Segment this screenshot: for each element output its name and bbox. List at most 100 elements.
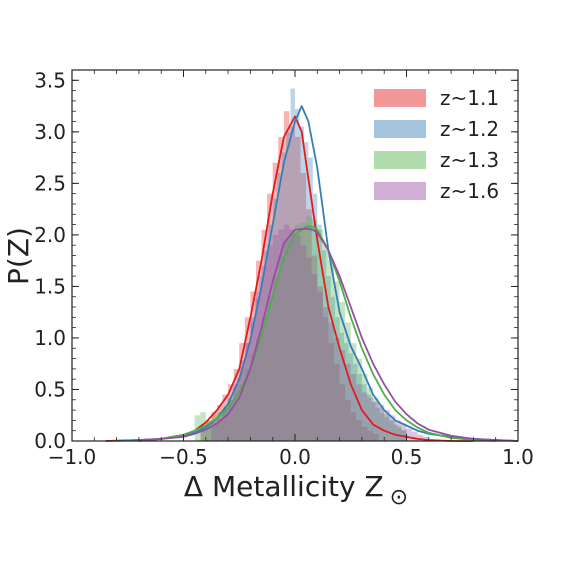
histogram-bar bbox=[211, 422, 217, 441]
histogram-bar bbox=[326, 276, 331, 441]
histogram-bar bbox=[255, 337, 262, 441]
histogram-bar bbox=[300, 173, 307, 442]
histogram-bar bbox=[317, 286, 323, 441]
y-tick-label: 1.0 bbox=[34, 326, 66, 350]
histogram-bar bbox=[393, 424, 398, 441]
histogram-bar bbox=[295, 224, 301, 441]
histogram-bar bbox=[222, 410, 229, 441]
histogram-bar bbox=[367, 397, 374, 441]
histogram-bar bbox=[300, 222, 307, 441]
x-axis-title-symbol: ⊙ bbox=[390, 485, 408, 510]
y-tick-label: 3.0 bbox=[34, 120, 66, 144]
histogram-bar bbox=[395, 420, 401, 441]
histogram-bar bbox=[311, 274, 318, 441]
legend-item-z-1-6: z~1.6 bbox=[374, 179, 499, 203]
y-axis-title: P(Z) bbox=[2, 227, 35, 285]
histogram-bar bbox=[289, 229, 295, 441]
histogram-bar bbox=[389, 415, 396, 441]
histogram-bar bbox=[400, 424, 407, 441]
histogram-bar bbox=[232, 387, 238, 441]
histogram-bar bbox=[289, 126, 295, 442]
histogram-bar bbox=[306, 209, 312, 441]
histogram-bar bbox=[345, 363, 351, 441]
histogram-bar bbox=[330, 296, 336, 441]
histogram-bar bbox=[344, 343, 349, 441]
histogram-bar bbox=[250, 317, 256, 441]
histogram-bar bbox=[373, 433, 379, 441]
histogram-bar bbox=[378, 406, 385, 441]
x-axis-title-text: Δ Metallicity Z bbox=[184, 470, 384, 503]
histogram-bar bbox=[350, 374, 357, 441]
histogram-bar bbox=[308, 157, 313, 441]
histogram-bar bbox=[283, 111, 290, 441]
legend-label: z~1.6 bbox=[440, 179, 499, 203]
legend-swatch bbox=[374, 182, 426, 200]
histogram-bar bbox=[239, 366, 245, 441]
histogram-bar bbox=[205, 420, 212, 441]
histogram-bar bbox=[278, 229, 284, 441]
histogram-bar bbox=[356, 358, 362, 441]
histogram-bar bbox=[233, 368, 240, 441]
y-tick-label: 3.5 bbox=[34, 68, 66, 92]
legend-label: z~1.2 bbox=[440, 117, 499, 141]
histogram-z-1-1 bbox=[200, 111, 379, 442]
histogram-bar bbox=[278, 136, 284, 441]
histogram-bar bbox=[222, 394, 229, 441]
histogram-bar bbox=[339, 384, 346, 441]
histogram-bar bbox=[286, 131, 291, 442]
histogram-bar bbox=[211, 415, 217, 441]
histogram-bar bbox=[357, 374, 362, 441]
histogram-bar bbox=[348, 353, 353, 441]
histogram-bar bbox=[267, 296, 273, 441]
histogram-bar bbox=[250, 353, 256, 441]
histogram-bar bbox=[317, 224, 322, 441]
histogram-bar bbox=[322, 307, 329, 441]
histogram-bar bbox=[322, 245, 329, 441]
kde-curves-layer bbox=[105, 105, 519, 442]
histogram-bar bbox=[259, 276, 264, 441]
histogram-bar bbox=[272, 162, 279, 441]
histogram-bar bbox=[373, 397, 379, 441]
histogram-bar bbox=[334, 363, 340, 441]
histogram-bar bbox=[205, 425, 211, 441]
x-tick-label: 0.5 bbox=[391, 445, 423, 469]
histogram-bar bbox=[250, 291, 256, 441]
histogram-bar bbox=[339, 350, 346, 441]
histogram-bar bbox=[216, 404, 223, 441]
y-tick-label: 0.0 bbox=[34, 429, 66, 453]
histogram-bar bbox=[237, 377, 242, 441]
histogram-bar bbox=[255, 291, 262, 441]
legend-item-z-1-3: z~1.3 bbox=[374, 148, 499, 172]
histogram-bar bbox=[228, 384, 234, 441]
kde-curve-z-1-3 bbox=[138, 225, 496, 442]
histogram-bar bbox=[395, 425, 401, 441]
histogram-bar bbox=[367, 387, 374, 441]
histogram-bar bbox=[379, 413, 385, 441]
histogram-bar bbox=[317, 229, 323, 441]
histogram-bar bbox=[295, 136, 301, 441]
y-tick-label: 2.0 bbox=[34, 223, 66, 247]
histogram-bar bbox=[254, 298, 260, 441]
x-tick-label: 1.0 bbox=[502, 445, 534, 469]
histogram-bar bbox=[211, 412, 217, 441]
histogram-bar bbox=[384, 410, 390, 441]
legend-swatch bbox=[374, 89, 426, 107]
histogram-bar bbox=[328, 322, 335, 441]
histogram-bar bbox=[345, 399, 351, 441]
histogram-bar bbox=[255, 260, 262, 441]
histogram-z-1-3 bbox=[194, 216, 407, 441]
histogram-bar bbox=[244, 368, 251, 441]
histogram-bar bbox=[289, 229, 295, 441]
histogram-bar bbox=[384, 414, 390, 441]
histogram-bar bbox=[299, 126, 304, 442]
histogram-bar bbox=[200, 425, 206, 441]
x-tick-label: −1.0 bbox=[48, 445, 97, 469]
histogram-bar bbox=[306, 216, 312, 441]
histogram-bar bbox=[219, 412, 224, 441]
histogram-bar bbox=[233, 384, 240, 441]
histogram-bar bbox=[417, 434, 424, 441]
histogram-bar bbox=[370, 401, 376, 441]
histogram-bar bbox=[406, 428, 413, 441]
x-tick-label: 0.0 bbox=[279, 445, 311, 469]
